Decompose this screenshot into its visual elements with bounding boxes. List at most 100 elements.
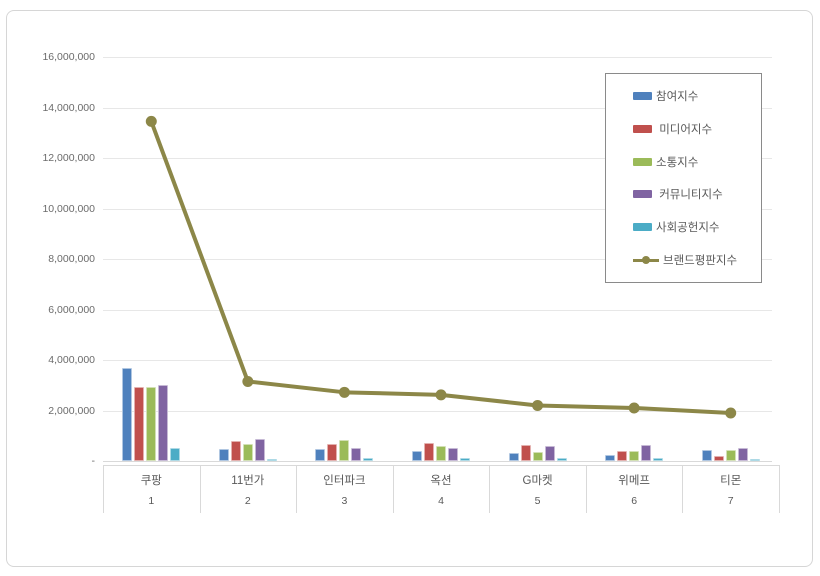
category-number: 3 xyxy=(341,495,348,507)
y-axis-tick-label: 16,000,000 xyxy=(42,51,95,63)
bar-11번가-사회공헌지수 xyxy=(266,458,277,461)
legend-item-media: 미디어지수 xyxy=(633,121,761,137)
bar-쿠팡-소통지수 xyxy=(146,386,157,461)
y-axis-tick-label: 4,000,000 xyxy=(48,354,95,366)
category-table-divider xyxy=(296,465,298,513)
bar-티몬-미디어지수 xyxy=(713,455,724,461)
bar-G마켓-커뮤니티지수 xyxy=(544,445,555,461)
legend-label-brand-reputation: 브랜드평판지수 xyxy=(663,254,738,267)
y-axis-tick-label: 14,000,000 xyxy=(42,101,95,114)
category-label: 인터파크 xyxy=(323,475,366,487)
bar-옥션-미디어지수 xyxy=(424,442,434,461)
bar-옥션-커뮤니티지수 xyxy=(448,447,458,461)
y-axis-tick-label: - xyxy=(91,455,96,467)
bar-쿠팡-사회공헌지수 xyxy=(170,447,181,461)
y-axis-tick-label: 8,000,000 xyxy=(48,253,95,265)
bar-티몬-사회공헌지수 xyxy=(749,458,760,461)
legend-item-brand-reputation: 브랜드평판지수 xyxy=(633,252,761,268)
bar-쿠팡-미디어지수 xyxy=(134,386,145,461)
legend-label-participation: 참여지수 xyxy=(656,91,699,104)
line-marker xyxy=(338,386,350,398)
category-label: 옥션 xyxy=(430,475,452,487)
bar-인터파크-참여지수 xyxy=(315,448,326,461)
legend-label-communication: 소통지수 xyxy=(656,156,699,169)
line-marker xyxy=(628,402,640,414)
bar-티몬-참여지수 xyxy=(701,450,712,461)
bar-쿠팡-커뮤니티지수 xyxy=(158,385,169,461)
bar-티몬-커뮤니티지수 xyxy=(737,447,748,461)
bar-인터파크-사회공헌지수 xyxy=(363,457,374,461)
category-number: 1 xyxy=(148,495,155,507)
line-marker xyxy=(145,115,157,127)
legend-swatch-community-icon xyxy=(633,190,652,199)
bar-11번가-참여지수 xyxy=(218,449,229,461)
bar-G마켓-미디어지수 xyxy=(520,444,531,461)
bar-옥션-사회공헌지수 xyxy=(460,457,470,461)
category-table-divider xyxy=(489,465,491,513)
y-axis-tick-label: 10,000,000 xyxy=(42,202,95,215)
bar-인터파크-커뮤니티지수 xyxy=(351,448,362,461)
bar-위메프-사회공헌지수 xyxy=(653,458,664,461)
category-label: 11번가 xyxy=(231,475,265,487)
gridline xyxy=(103,360,772,361)
category-table-divider xyxy=(103,465,104,513)
category-number: 5 xyxy=(534,495,541,507)
category-label: 쿠팡 xyxy=(140,475,162,487)
line-marker xyxy=(435,389,447,401)
legend-label-social-contribution: 사회공헌지수 xyxy=(656,221,720,234)
legend-item-participation: 참여지수 xyxy=(633,88,761,104)
legend: 참여지수 미디어지수 소통지수 커뮤니티지수 사회공헌지수 브랜드평판지수 xyxy=(605,73,762,283)
line-marker xyxy=(532,399,544,411)
y-axis-tick-label: 2,000,000 xyxy=(48,404,95,417)
x-axis-line xyxy=(103,461,772,462)
line-marker xyxy=(725,407,737,419)
legend-item-social-contribution: 사회공헌지수 xyxy=(633,219,761,235)
gridline xyxy=(103,309,772,311)
bar-쿠팡-참여지수 xyxy=(122,367,133,461)
bar-G마켓-사회공헌지수 xyxy=(556,457,567,461)
category-label: G마켓 xyxy=(522,475,553,487)
legend-swatch-social-contribution-icon xyxy=(633,222,652,231)
category-table-divider xyxy=(682,465,684,513)
category-table-divider xyxy=(392,465,394,513)
legend-item-community: 커뮤니티지수 xyxy=(633,186,761,202)
legend-item-communication: 소통지수 xyxy=(633,154,761,170)
line-marker xyxy=(242,375,254,387)
bar-옥션-참여지수 xyxy=(412,450,422,461)
legend-line-marker xyxy=(642,255,650,264)
category-table-divider xyxy=(585,465,587,513)
legend-label-media: 미디어지수 xyxy=(656,123,713,136)
bar-11번가-커뮤니티지수 xyxy=(254,439,265,461)
category-table-divider xyxy=(199,465,201,513)
bar-티몬-소통지수 xyxy=(725,449,736,461)
bar-옥션-소통지수 xyxy=(436,445,446,461)
legend-swatch-communication-icon xyxy=(633,157,652,166)
gridline xyxy=(103,57,772,58)
y-axis-tick-label: 6,000,000 xyxy=(48,303,95,316)
bar-11번가-미디어지수 xyxy=(230,441,241,461)
legend-label-community: 커뮤니티지수 xyxy=(656,189,723,202)
bar-G마켓-참여지수 xyxy=(508,453,519,461)
gridline xyxy=(103,107,772,109)
legend-swatch-participation-icon xyxy=(633,92,652,101)
bar-위메프-참여지수 xyxy=(605,454,616,461)
bar-위메프-소통지수 xyxy=(629,451,640,461)
legend-swatch-media-icon xyxy=(633,124,652,133)
bar-11번가-소통지수 xyxy=(242,443,253,461)
category-label: 위메프 xyxy=(618,475,650,487)
bar-인터파크-소통지수 xyxy=(339,440,350,461)
category-number: 6 xyxy=(631,495,638,507)
category-number: 2 xyxy=(244,495,251,507)
category-table-top-border xyxy=(103,465,779,466)
bar-위메프-미디어지수 xyxy=(617,450,628,461)
bar-G마켓-소통지수 xyxy=(532,451,543,461)
bar-인터파크-미디어지수 xyxy=(327,444,338,461)
gridline xyxy=(103,410,772,412)
category-table-divider xyxy=(779,465,780,513)
bar-위메프-커뮤니티지수 xyxy=(641,444,652,461)
category-number: 7 xyxy=(727,495,734,507)
legend-swatch-brand-reputation-icon xyxy=(633,255,659,265)
category-label: 티몬 xyxy=(720,475,742,487)
